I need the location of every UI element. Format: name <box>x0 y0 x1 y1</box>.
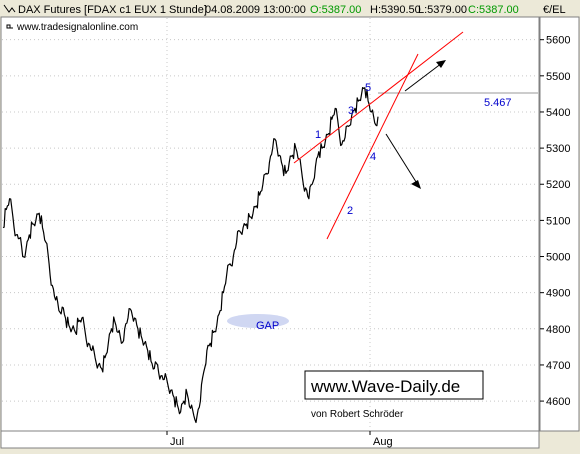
wave-label-2: 2 <box>347 205 353 217</box>
header: DAX Futures [FDAX c1 EUX 1 Stunde] 04.08… <box>3 4 566 16</box>
instrument-title: DAX Futures [FDAX c1 EUX 1 Stunde] <box>18 4 207 16</box>
x-axis-ticks: Jul Aug <box>166 431 393 448</box>
chart-type-icon <box>3 4 16 13</box>
watermark: www.tradesignalonline.com <box>6 22 138 33</box>
y-tick-label: 5400 <box>546 107 570 119</box>
down-arrow-shaft <box>385 133 419 186</box>
signal-icon <box>6 24 13 29</box>
header-close: C:5387.00 <box>468 4 519 16</box>
y-tick-label: 5000 <box>546 252 570 264</box>
price-line <box>2 87 379 424</box>
header-low: L:5379.00 <box>418 4 467 16</box>
x-tick-label: Jul <box>170 436 184 448</box>
header-datetime: 04.08.2009 13:00:00 <box>205 4 306 16</box>
y-tick-label: 4700 <box>546 360 570 372</box>
y-tick-label: 4600 <box>546 396 570 408</box>
header-open: O:5387.00 <box>310 4 361 16</box>
lower-trendline <box>326 53 419 240</box>
y-tick-label: 5200 <box>546 179 570 191</box>
watermark-text: www.tradesignalonline.com <box>16 22 138 33</box>
y-axis-unit: €/EL <box>543 4 566 16</box>
up-arrow-shaft <box>404 62 443 92</box>
gap-ellipse <box>227 314 289 328</box>
x-tick-label: Aug <box>373 436 393 448</box>
y-axis-ticks: 4600 4700 4800 4900 5000 5100 5200 5300 5400 5500… <box>540 35 570 408</box>
brand-site: www.Wave-Daily.de <box>310 377 460 396</box>
wave-label-1: 1 <box>315 129 321 141</box>
y-axis-panel <box>539 16 580 432</box>
brand-box-frame <box>304 370 484 400</box>
price-series <box>2 87 379 424</box>
x-axis-panel <box>0 430 540 449</box>
grid <box>2 18 538 430</box>
gap-label: GAP <box>256 320 279 332</box>
down-arrow-head <box>411 180 421 189</box>
projection-arrows <box>385 60 446 189</box>
up-arrow-head <box>436 60 446 68</box>
wave-labels: 1 2 3 4 5 <box>315 82 376 217</box>
y-tick-label: 4800 <box>546 324 570 336</box>
brand-author: von Robert Schröder <box>311 409 404 420</box>
wave-label-3: 3 <box>348 105 354 117</box>
upper-trendline <box>293 31 464 164</box>
header-high: H:5390.50 <box>370 4 421 16</box>
y-tick-label: 5100 <box>546 215 570 227</box>
trend-channel <box>293 31 464 240</box>
wave-label-5: 5 <box>365 82 371 94</box>
y-tick-label: 4900 <box>546 288 570 300</box>
y-tick-label: 5600 <box>546 35 570 47</box>
plot-area <box>0 16 540 432</box>
brand-box: www.Wave-Daily.de von Robert Schröder <box>304 370 484 420</box>
last-price-label: 5.467 <box>484 97 512 109</box>
wave-label-4: 4 <box>370 151 376 163</box>
y-tick-label: 5300 <box>546 143 570 155</box>
y-tick-label: 5500 <box>546 71 570 83</box>
